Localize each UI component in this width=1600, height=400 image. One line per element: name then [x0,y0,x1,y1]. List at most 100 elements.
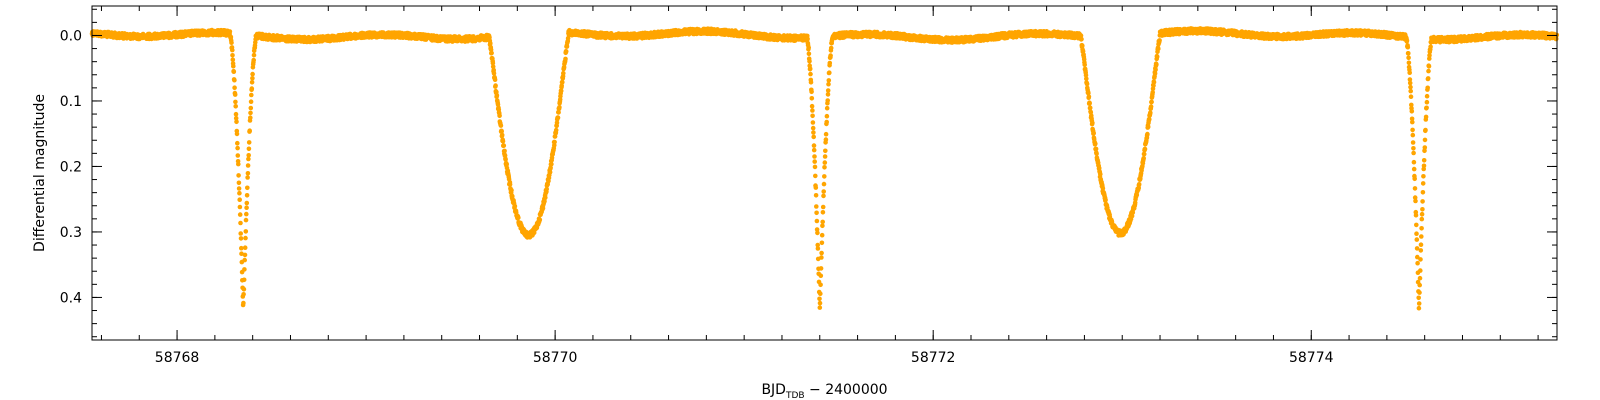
data-point [233,115,239,121]
data-point [239,251,244,256]
data-point [497,113,502,119]
data-point [1404,38,1410,43]
data-point [822,160,828,165]
data-point [821,189,826,194]
data-point [237,204,243,210]
data-point [1136,182,1142,187]
data-point [563,56,568,62]
data-point [244,193,250,198]
data-point [813,185,819,190]
data-point [503,157,508,162]
data-point [507,182,513,187]
data-point [244,200,250,206]
data-point [248,99,254,104]
data-point [1091,130,1096,136]
data-point [234,131,240,137]
data-point [828,45,834,51]
data-point [1406,55,1411,61]
data-point [814,218,820,224]
data-point [808,80,814,85]
data-point [237,212,243,217]
data-point [1090,120,1095,126]
data-point [813,193,819,198]
data-point [543,195,548,200]
data-point [504,161,510,167]
data-point [810,108,815,113]
data-point [820,210,826,215]
data-point [805,36,810,42]
data-point [236,180,242,186]
data-point [828,53,833,58]
data-point [1149,99,1154,105]
data-point [1156,46,1161,52]
data-point [1409,109,1415,114]
data-point [817,305,823,310]
data-point [813,173,818,179]
data-point [1151,79,1157,85]
data-point [549,161,554,167]
data-point [1093,141,1098,146]
data-point [490,60,496,66]
data-point [1079,36,1084,42]
data-point [242,245,248,250]
data-point [502,148,507,154]
data-point [249,92,254,98]
data-point [1098,171,1103,177]
data-point [557,97,563,102]
data-point [554,120,560,126]
data-point [819,250,824,256]
data-point [811,130,816,135]
data-point [492,77,498,82]
data-point [824,105,830,111]
data-point [233,99,238,105]
data-point [820,219,825,225]
data-point [806,51,812,57]
data-point [809,96,815,101]
data-point [232,92,238,97]
data-point [822,174,827,179]
data-point [1408,88,1413,94]
data-point [230,47,235,53]
data-point [487,35,492,40]
data-point [1406,60,1412,66]
data-point [501,143,507,148]
data-point [812,159,817,164]
data-point [1141,151,1147,157]
data-point [1411,159,1417,165]
data-point [811,143,817,148]
data-point [1408,94,1414,99]
data-point [494,93,500,98]
data-point [249,86,255,91]
data-point [824,113,830,119]
data-point [493,83,498,88]
data-point [810,113,815,119]
data-point [819,255,824,260]
data-point [812,164,818,170]
data-point [242,257,247,263]
data-point [238,231,243,236]
data-point [488,41,493,46]
data-point [1153,67,1158,72]
data-point [1103,197,1108,203]
data-point [560,79,565,85]
data-point [811,134,816,140]
data-point [245,163,251,168]
data-point [246,156,251,162]
data-point [241,287,247,292]
data-point [1410,127,1415,133]
data-point [1145,131,1150,137]
data-point [241,300,246,306]
data-point [826,78,832,83]
data-point [243,229,249,234]
data-point [822,165,827,170]
data-point [542,198,547,204]
data-point [809,89,814,95]
data-point [812,154,817,159]
data-point [490,64,496,69]
data-point [239,245,244,251]
data-point [1082,62,1087,68]
data-point [232,77,237,83]
data-point [512,203,518,209]
data-point [237,190,242,196]
data-point [561,70,566,76]
